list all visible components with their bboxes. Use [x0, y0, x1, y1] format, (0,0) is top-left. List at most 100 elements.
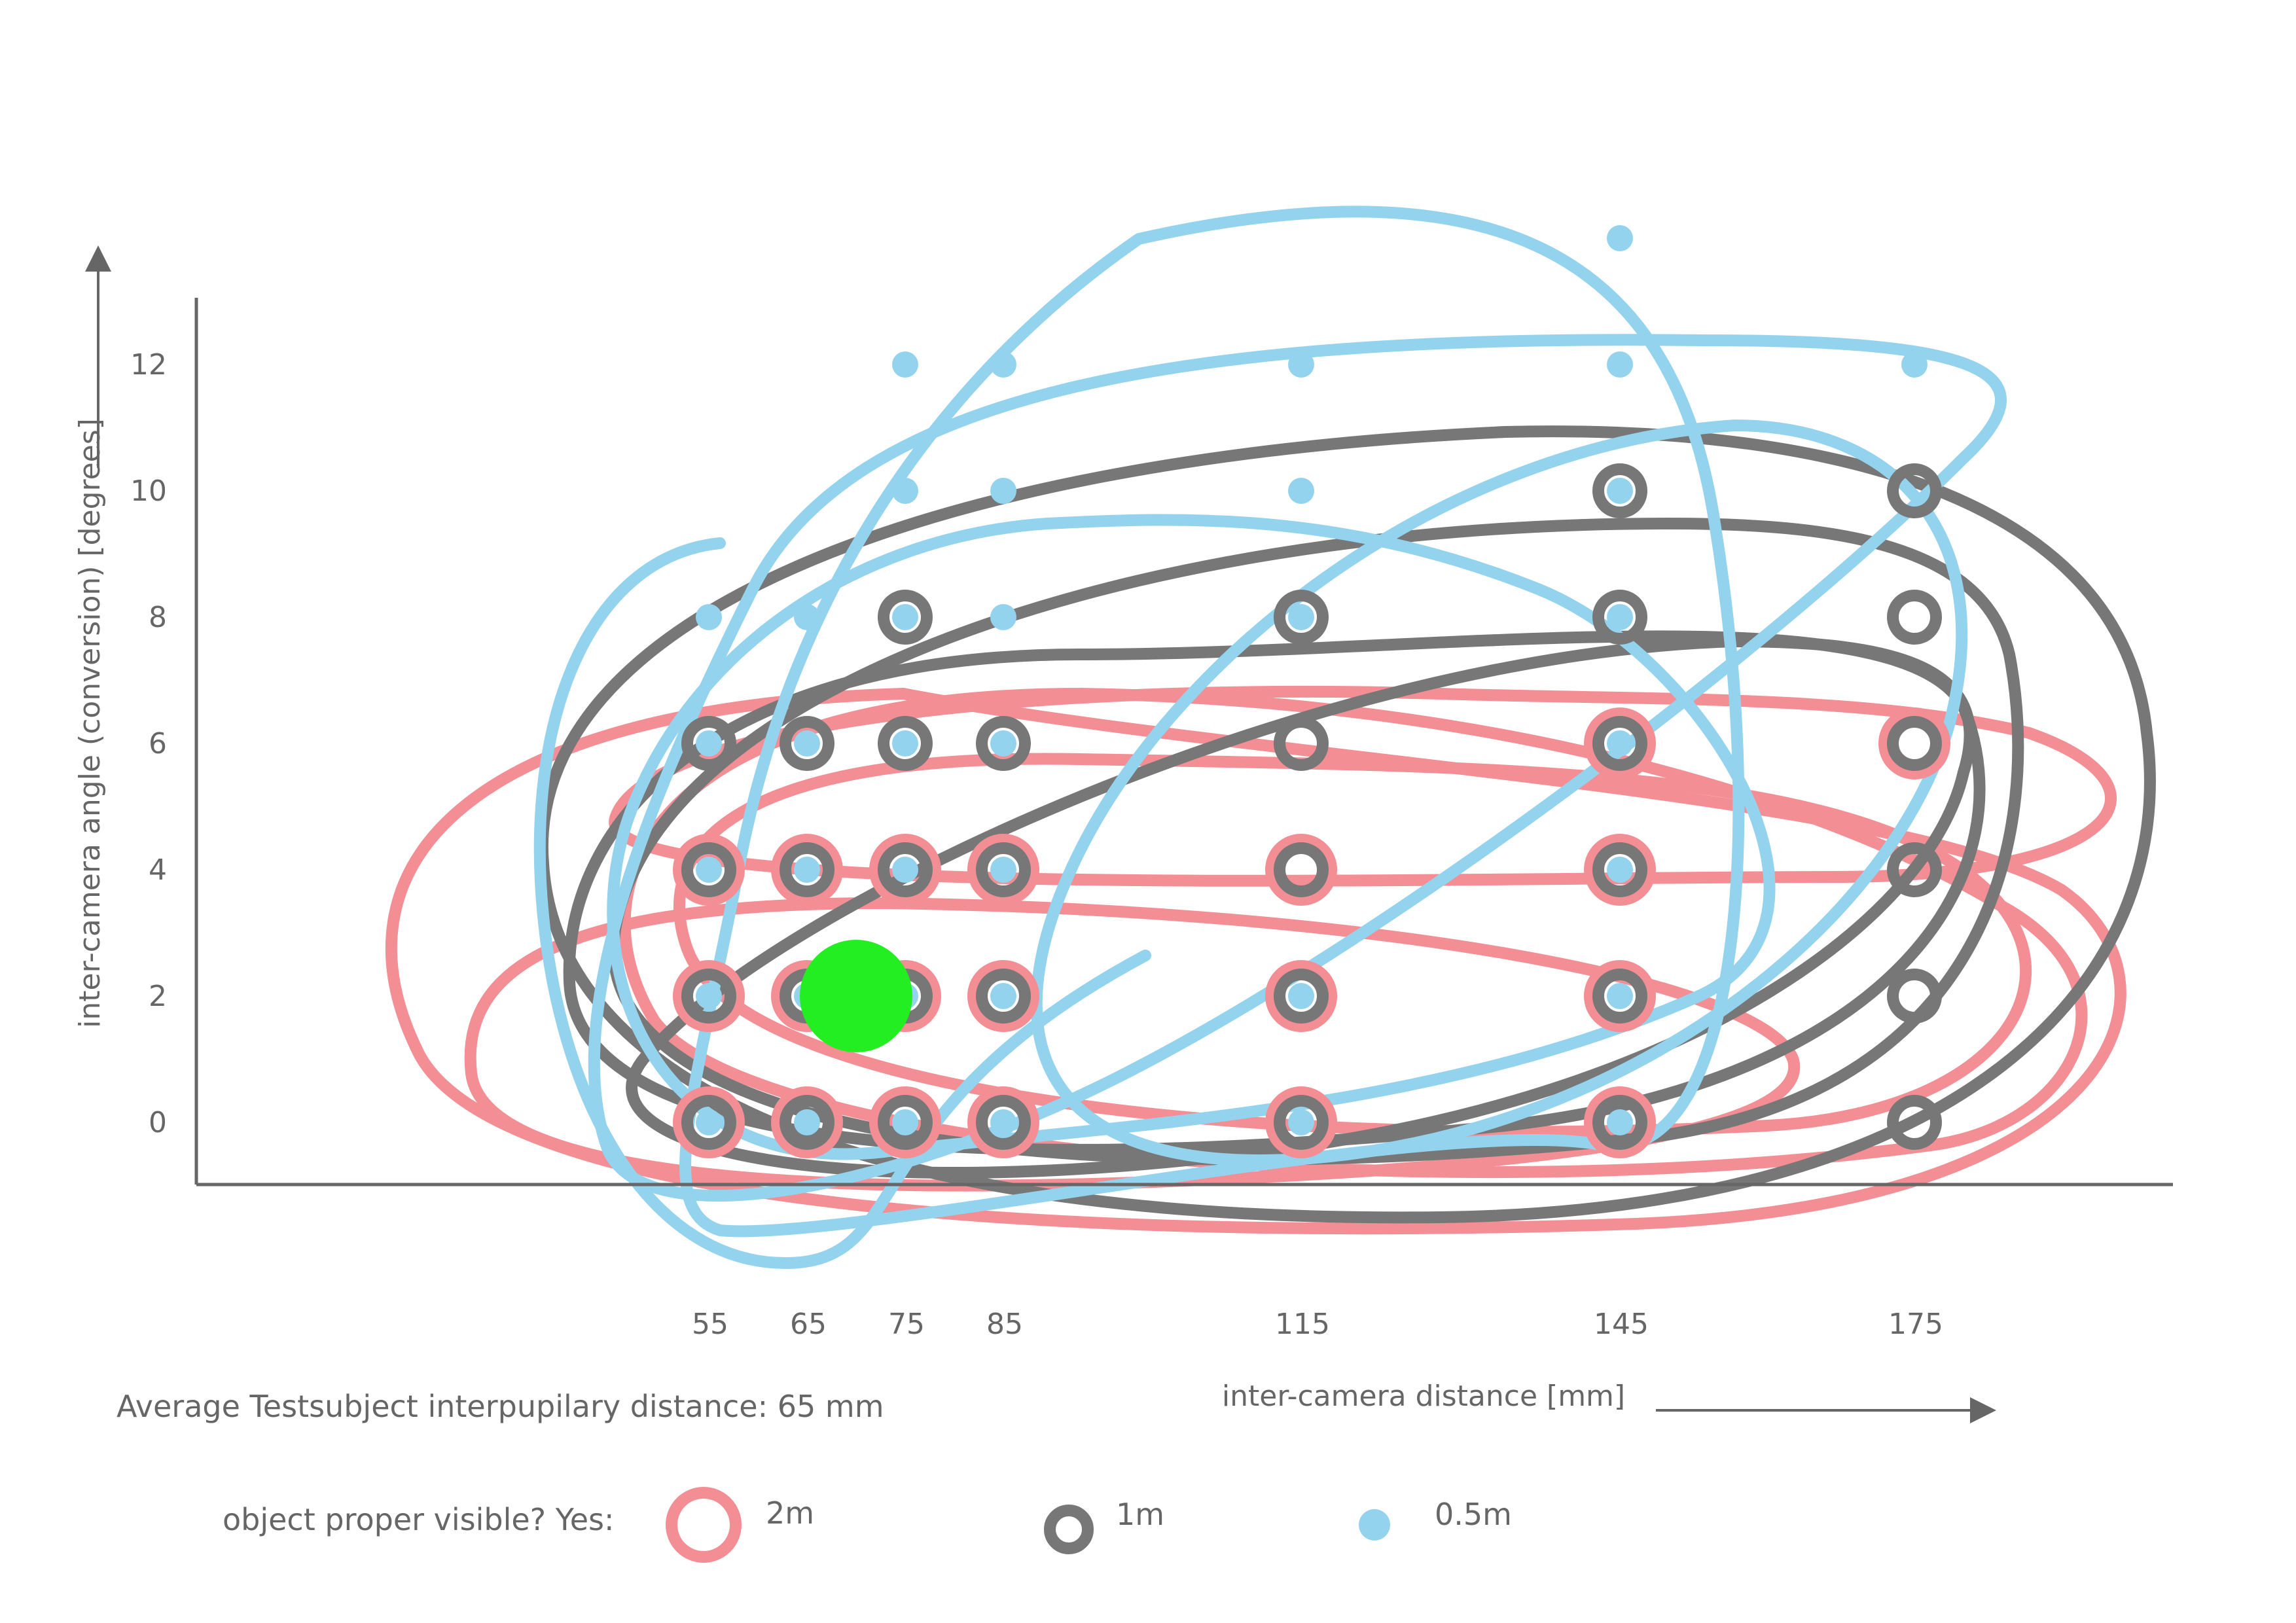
x-tick-labels: 55 65 75 85 115 145 175	[692, 1308, 1943, 1341]
marker-0-5m-dot	[892, 478, 918, 504]
marker-0-5m-dot	[696, 857, 722, 883]
marker-2m-ring	[1265, 834, 1337, 906]
marker-1m-ring	[1274, 842, 1329, 897]
marker-2m-ring	[1265, 1086, 1337, 1158]
marker-1m-ring	[681, 969, 736, 1024]
marker-2m-ring	[771, 1086, 843, 1158]
marker-1m-ring	[780, 842, 834, 897]
marker-0-5m-dot	[892, 730, 918, 757]
marker-0-5m-dot	[892, 351, 918, 378]
grouping-loop	[626, 635, 1976, 1179]
marker-1m-ring	[681, 716, 736, 771]
y-tick-label: 10	[130, 474, 167, 508]
marker-2m-ring	[1584, 707, 1656, 779]
marker-1m-ring	[1887, 842, 1942, 897]
legend-label-2m: 2m	[766, 1495, 814, 1531]
marker-1m-ring	[976, 716, 1031, 771]
marker-2m-ring	[673, 1086, 745, 1158]
legend-marker-1m	[1044, 1505, 1094, 1554]
marker-0-5m-dot	[990, 478, 1016, 504]
marker-0-5m-dot	[1288, 1109, 1314, 1135]
marker-1m-ring	[681, 842, 736, 897]
x-tick-label: 55	[692, 1308, 728, 1341]
marker-1m-ring	[1887, 969, 1942, 1024]
marker-0-5m-dot	[990, 1109, 1016, 1135]
marker-0-5m-dot	[696, 730, 722, 757]
marker-1m-ring	[1592, 969, 1647, 1024]
marker-1m-ring	[1887, 590, 1942, 645]
marker-1m-ring	[1592, 1095, 1647, 1150]
marker-1m-ring	[1592, 590, 1647, 645]
marker-1m-ring	[1274, 1095, 1329, 1150]
marker-0-5m-dot	[1607, 478, 1633, 504]
marker-2m-ring	[673, 960, 745, 1032]
average-distance-note: Average Testsubject interpupilary distan…	[117, 1389, 884, 1424]
marker-0-5m-dot	[990, 604, 1016, 630]
marker-2m-ring	[1584, 834, 1656, 906]
marker-1m-ring	[1274, 969, 1329, 1024]
marker-0-5m-dot	[794, 730, 820, 757]
marker-0-5m-dot	[794, 1109, 820, 1135]
marker-0-5m-dot	[696, 983, 722, 1009]
marker-0-5m-dot	[1607, 857, 1633, 883]
x-tick-label: 85	[986, 1308, 1023, 1341]
marker-1m-ring	[976, 842, 1031, 897]
y-tick-labels: 12 10 8 6 4 2 0	[130, 348, 167, 1139]
marker-1m-ring	[976, 969, 1031, 1024]
marker-2m-ring	[869, 834, 941, 906]
marker-2m-ring	[967, 1086, 1039, 1158]
marker-0-5m-dot	[1901, 351, 1928, 378]
marker-1m-ring	[878, 842, 933, 897]
marker-0-5m-dot	[990, 730, 1016, 757]
marker-1m-ring	[1274, 590, 1329, 645]
marker-2m-ring	[1878, 707, 1950, 779]
legend-label-1m: 1m	[1116, 1497, 1164, 1532]
marker-0-5m-dot	[1607, 225, 1633, 251]
x-axis-label: inter-camera distance [mm]	[1222, 1380, 1625, 1413]
grouping-loop	[385, 688, 2126, 1235]
marker-0-5m-dot	[892, 857, 918, 883]
marker-1m-ring	[780, 716, 834, 771]
y-tick-label: 8	[149, 601, 167, 634]
x-tick-label: 175	[1888, 1308, 1943, 1341]
marker-2m-ring	[1584, 1086, 1656, 1158]
x-tick-label: 115	[1275, 1308, 1330, 1341]
marker-2m-ring	[967, 834, 1039, 906]
marker-1m-ring	[878, 716, 933, 771]
x-tick-label: 75	[888, 1308, 925, 1341]
marker-1m-ring	[1592, 463, 1647, 518]
marker-0-5m-dot	[892, 604, 918, 630]
y-tick-label: 4	[149, 853, 167, 887]
y-tick-label: 0	[149, 1106, 167, 1139]
x-tick-label: 145	[1594, 1308, 1649, 1341]
y-axis-label: inter-camera angle (conversion) [degrees…	[73, 418, 107, 1028]
marker-1m-ring	[1592, 716, 1647, 771]
marker-0-5m-dot	[892, 1109, 918, 1135]
marker-0-5m-dot	[1607, 983, 1633, 1009]
legend: object proper visible? Yes: 2m 1m 0.5m	[223, 1487, 1512, 1563]
marker-0-5m-dot	[1607, 604, 1633, 630]
marker-1m-ring	[1592, 842, 1647, 897]
marker-0-5m-dot	[990, 351, 1016, 378]
legend-marker-2m	[666, 1487, 742, 1563]
marker-0-5m-dot	[1607, 351, 1633, 378]
marker-1m-ring	[1274, 716, 1329, 771]
marker-0-5m-dot	[794, 857, 820, 883]
grouping-loop	[588, 334, 2007, 1202]
marker-2m-ring	[1584, 960, 1656, 1032]
marker-0-5m-dot	[990, 857, 1016, 883]
marker-0-5m-dot	[1288, 351, 1314, 378]
y-tick-label: 6	[149, 727, 167, 760]
marker-1m-ring	[1887, 1095, 1942, 1150]
marker-0-5m-dot	[1288, 983, 1314, 1009]
marker-0-5m-dot	[696, 1109, 722, 1135]
data-markers	[673, 225, 1950, 1158]
marker-0-5m-dot	[1288, 604, 1314, 630]
marker-1m-ring	[780, 1095, 834, 1150]
marker-1m-ring	[681, 1095, 736, 1150]
marker-1m-ring	[1887, 716, 1942, 771]
x-tick-label: 65	[790, 1308, 827, 1341]
y-tick-label: 12	[130, 348, 167, 382]
marker-2m-ring	[967, 960, 1039, 1032]
marker-0-5m-dot	[990, 983, 1016, 1009]
